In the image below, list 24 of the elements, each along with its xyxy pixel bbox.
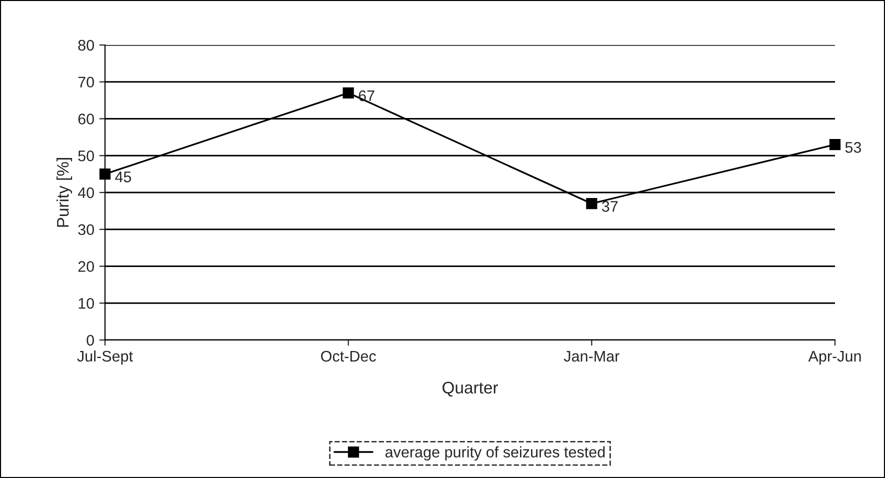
y-tick-label: 80 xyxy=(78,40,94,51)
y-tick-label: 0 xyxy=(86,334,94,346)
x-tick-label: Jul-Sept xyxy=(77,350,133,365)
data-label: 53 xyxy=(845,142,862,153)
y-tick-label: 40 xyxy=(78,187,94,198)
legend-label: average purity of seizures tested xyxy=(385,446,605,461)
y-tick-label: 60 xyxy=(78,114,94,124)
y-tick-label: 30 xyxy=(78,224,94,236)
data-label: 45 xyxy=(115,172,132,182)
point xyxy=(342,87,354,98)
y-tick-label: 10 xyxy=(78,298,94,309)
y-tick-label: 20 xyxy=(78,261,94,272)
x-axis-title: Quarter xyxy=(442,382,498,397)
point xyxy=(99,168,111,180)
x-tick-label: Oct-Dec xyxy=(321,350,376,362)
data-label: 67 xyxy=(358,90,374,102)
point xyxy=(829,139,841,150)
y-tick-label: 50 xyxy=(78,150,94,162)
x-tick-label: Apr-Jun xyxy=(808,350,861,365)
x-tick-label: Jan-Mar xyxy=(564,350,620,362)
y-axis-title: Purity [%] xyxy=(56,158,72,227)
y-tick-label: 70 xyxy=(78,76,94,88)
data-label: 37 xyxy=(602,201,618,212)
point xyxy=(586,198,598,210)
